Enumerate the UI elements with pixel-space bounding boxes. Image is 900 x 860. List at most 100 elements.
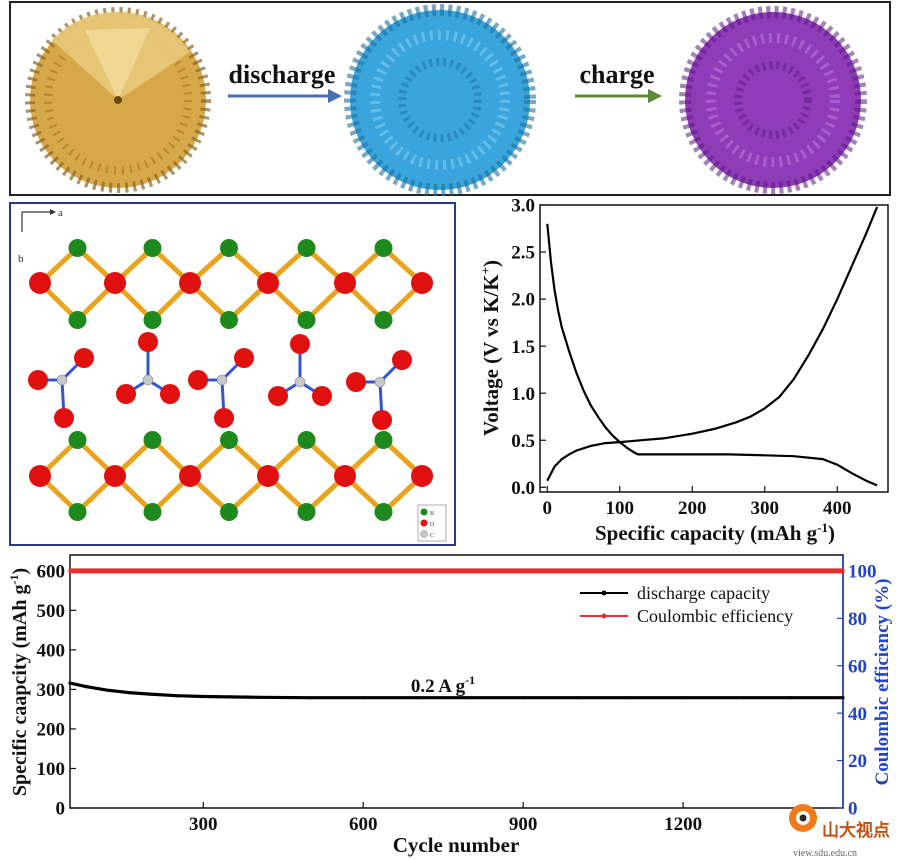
k-atom <box>297 503 316 521</box>
cycling-y-axis-label-main: Specific caapcity (mAh g <box>9 585 31 797</box>
k-atom <box>68 239 87 257</box>
voltage-ticks: 0 100 200 300 400 0.0 0.5 1.0 1.5 2.0 2.5 3.0 <box>511 196 851 519</box>
y-tick-label: 400 <box>37 641 66 662</box>
k-atom <box>68 431 87 449</box>
o-atom <box>54 408 74 428</box>
cycling-series <box>68 568 845 700</box>
o-atom <box>28 370 48 390</box>
series-point <box>734 696 738 700</box>
c-atom <box>294 376 306 388</box>
y2-tick-label: 40 <box>848 704 867 725</box>
o-atom <box>257 465 279 487</box>
discharge-arrow: discharge <box>228 60 342 103</box>
voltage-x-axis-label-sup: -1 <box>817 520 828 535</box>
k-atom <box>297 239 316 257</box>
y-tick-label: 600 <box>37 561 66 582</box>
cycling-x-axis-label: Cycle number <box>393 833 520 857</box>
o-atom <box>290 334 310 354</box>
voltage-plot-frame <box>539 204 889 493</box>
k-atom <box>374 431 393 449</box>
o-atom <box>334 465 356 487</box>
cycling-y-axis-label: Specific caapcity (mAh g-1) <box>7 568 31 796</box>
k-atom <box>374 239 393 257</box>
k-atom <box>143 503 162 521</box>
x-tick-label: 900 <box>509 814 538 835</box>
cycling-ticks: 300 600 900 1200 0 100 200 300 400 500 600 0 20 40 60 8… <box>37 555 877 835</box>
cycling-chart: 300 600 900 1200 0 100 200 300 400 500 600 0 20 40 60 8… <box>7 554 893 857</box>
o-atom <box>179 465 201 487</box>
y-tick-label: 200 <box>37 720 66 741</box>
cycling-y-axis-label-sup: -1 <box>7 575 21 585</box>
crystal-panel: a b K O C <box>9 202 456 546</box>
y2-tick-label: 60 <box>848 656 867 677</box>
o-atom <box>29 465 51 487</box>
k-atom <box>68 503 87 521</box>
k-atom <box>297 311 316 329</box>
o-atom <box>346 372 366 392</box>
y2-tick-label: 20 <box>848 751 867 772</box>
atom-legend: K O C <box>417 504 447 542</box>
legend-efficiency-marker <box>601 613 607 619</box>
x-tick-label: 100 <box>606 498 635 519</box>
k-atom <box>220 239 238 257</box>
y-tick-label: 1.5 <box>511 337 535 358</box>
series-point <box>127 690 131 695</box>
y-tick-label: 0 <box>56 799 66 820</box>
axis-b-label: b <box>18 253 24 265</box>
x-tick-label: 1200 <box>664 814 702 835</box>
o-atom <box>392 350 412 370</box>
o-atom <box>104 272 126 294</box>
series-point <box>308 696 312 700</box>
o-atom <box>334 272 356 294</box>
series-point <box>787 569 792 573</box>
y-tick-label: 1.0 <box>511 384 535 405</box>
o-atom <box>29 272 51 294</box>
voltage-x-axis-label-main: Specific capacity (mAh g <box>595 521 818 545</box>
o-atom <box>116 384 136 404</box>
c-atom <box>56 374 68 386</box>
x-tick-label: 0 <box>543 498 553 519</box>
y2-tick-label: 80 <box>848 609 867 630</box>
series-line-discharge <box>546 223 878 487</box>
c-atom <box>216 374 228 386</box>
series-point <box>574 569 579 573</box>
series-point <box>681 696 685 700</box>
k-atom <box>143 311 162 329</box>
legend-capacity-marker <box>601 590 607 596</box>
voltage-x-axis-label-close: ) <box>828 521 835 545</box>
series-point <box>68 681 72 685</box>
series-point <box>254 695 259 699</box>
charge-label: charge <box>579 60 654 89</box>
series-point <box>105 688 109 692</box>
watermark-name: 山大视点 <box>822 820 890 840</box>
series-point <box>468 569 472 573</box>
series-point <box>681 569 685 573</box>
k-atom <box>220 431 238 449</box>
watermark-url: view.sdu.edu.cn <box>793 848 857 859</box>
voltage-chart: 0 100 200 300 400 0.0 0.5 1.0 1.5 2.0 2.5 3.0 Speci… <box>478 196 889 545</box>
series-point <box>841 696 845 700</box>
cycling-annotation: 0.2 A g-1 <box>411 673 475 697</box>
y-tick-label: 2.0 <box>511 290 535 311</box>
voltage-x-axis-label: Specific capacity (mAh g-1) <box>595 520 835 545</box>
watermark: 山大视点 view.sdu.edu.cn <box>789 804 890 859</box>
y2-tick-label: 0 <box>848 799 858 820</box>
x-tick-label: 200 <box>678 498 707 519</box>
y2-tick-label: 100 <box>848 562 877 583</box>
series-point <box>175 694 179 698</box>
series-line-charge <box>546 206 879 482</box>
k-atom <box>143 431 162 449</box>
k-atom <box>220 311 238 329</box>
series-point <box>628 696 632 700</box>
cycling-annotation-sup: -1 <box>465 673 475 687</box>
o-atom <box>188 370 208 390</box>
y-tick-label: 3.0 <box>511 196 535 217</box>
k-atom <box>220 503 238 521</box>
voltage-y-axis-label: Voltage (V vs K/K+) <box>478 260 503 436</box>
o-atom <box>372 410 392 430</box>
y-tick-label: 0.0 <box>511 478 535 499</box>
o-atom <box>104 465 126 487</box>
o-atom <box>179 272 201 294</box>
axis-indicator: a b <box>18 207 63 265</box>
